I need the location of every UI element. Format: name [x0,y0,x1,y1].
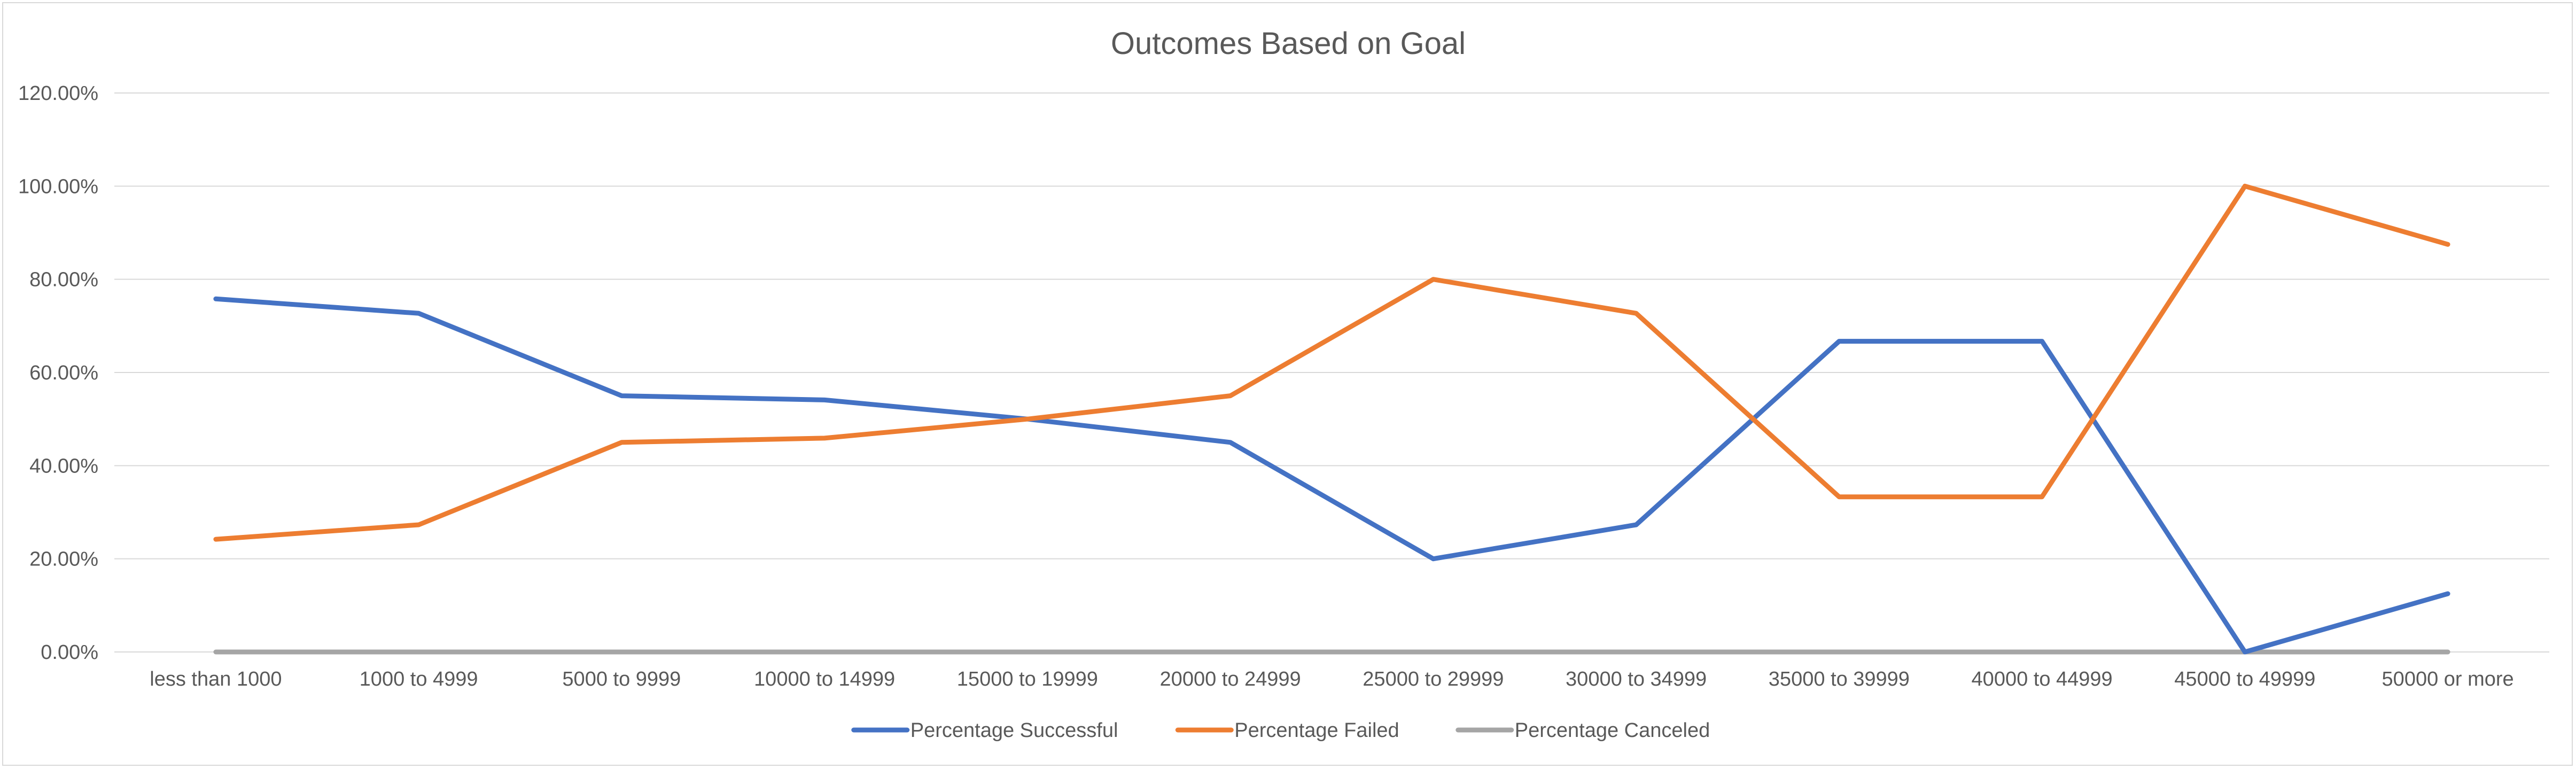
x-tick-label: 1000 to 4999 [360,668,478,690]
x-tick-label: 15000 to 19999 [957,668,1098,690]
legend-label: Percentage Canceled [1515,719,1710,742]
legend-label: Percentage Failed [1234,719,1399,742]
y-axis-tick-labels: 0.00% 20.00% 40.00% 60.00% 80.00% 100.00% 120.… [18,82,98,664]
x-tick-label: less than 1000 [150,668,282,690]
gridlines [114,92,2549,653]
x-tick-label: 45000 to 49999 [2174,668,2315,690]
legend-item-percentage-canceled: Percentage Canceled [1456,719,1710,742]
chart-title: Outcomes Based on Goal [1111,26,1466,61]
x-axis-tick-labels: less than 1000 1000 to 4999 5000 to 9999 10… [150,668,2513,690]
legend-item-percentage-successful: Percentage Successful [851,719,1118,742]
y-tick-label: 20.00% [29,548,98,571]
y-tick-label: 80.00% [29,269,98,291]
y-tick-label: 40.00% [29,455,98,477]
legend-item-percentage-failed: Percentage Failed [1175,719,1399,742]
x-tick-label: 40000 to 44999 [1972,668,2113,690]
x-tick-label: 10000 to 14999 [754,668,895,690]
line-chart: Outcomes Based on Goal 0.00% 20.00% 40.00%… [18,26,2549,742]
series-line-percentage-successful [213,296,2450,655]
x-tick-label: 30000 to 34999 [1566,668,1707,690]
x-tick-label: 25000 to 29999 [1363,668,1504,690]
y-tick-label: 60.00% [29,362,98,384]
x-tick-label: 5000 to 9999 [562,668,681,690]
y-tick-label: 120.00% [18,82,98,105]
x-tick-label: 50000 or more [2382,668,2514,690]
series-line-percentage-failed [213,183,2450,542]
legend-label: Percentage Successful [910,719,1118,742]
legend: Percentage Successful Percentage Failed Pe… [851,719,1710,742]
y-tick-label: 0.00% [41,641,98,664]
y-tick-label: 100.00% [18,175,98,198]
x-tick-label: 20000 to 24999 [1160,668,1301,690]
series-lines [213,183,2450,655]
x-tick-label: 35000 to 39999 [1769,668,1910,690]
